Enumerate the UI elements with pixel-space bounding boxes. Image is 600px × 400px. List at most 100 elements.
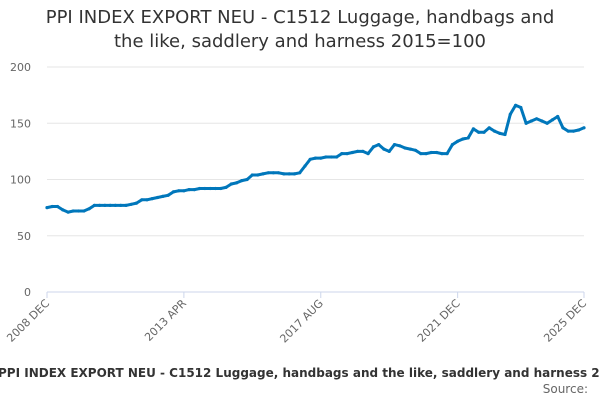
data-point[interactable] bbox=[319, 156, 323, 160]
data-point[interactable] bbox=[150, 197, 154, 201]
data-point[interactable] bbox=[208, 186, 212, 191]
data-point[interactable] bbox=[466, 136, 470, 140]
data-point[interactable] bbox=[129, 202, 133, 206]
data-point[interactable] bbox=[487, 126, 491, 130]
data-point[interactable] bbox=[492, 129, 497, 133]
data-point[interactable] bbox=[66, 210, 70, 214]
data-point[interactable] bbox=[82, 209, 86, 213]
data-point[interactable] bbox=[77, 209, 81, 213]
data-point[interactable] bbox=[514, 103, 518, 107]
data-point[interactable] bbox=[45, 206, 49, 210]
data-point[interactable] bbox=[435, 150, 439, 155]
data-point[interactable] bbox=[292, 172, 296, 176]
data-point[interactable] bbox=[529, 119, 534, 123]
data-point[interactable] bbox=[234, 181, 239, 185]
data-point[interactable] bbox=[224, 185, 228, 189]
data-point[interactable] bbox=[350, 150, 354, 155]
data-point[interactable] bbox=[229, 182, 233, 186]
data-point[interactable] bbox=[345, 152, 349, 156]
data-point[interactable] bbox=[403, 146, 407, 150]
data-point[interactable] bbox=[50, 204, 54, 209]
data-point[interactable] bbox=[119, 203, 123, 207]
data-point[interactable] bbox=[498, 131, 502, 135]
data-point[interactable] bbox=[287, 172, 291, 176]
data-point[interactable] bbox=[266, 171, 270, 175]
data-point[interactable] bbox=[356, 149, 360, 153]
data-point[interactable] bbox=[61, 208, 65, 212]
legend[interactable]: PPI INDEX EXPORT NEU - C1512 Luggage, ha… bbox=[0, 366, 600, 380]
data-point[interactable] bbox=[335, 155, 339, 159]
data-point[interactable] bbox=[198, 186, 202, 191]
data-point[interactable] bbox=[98, 203, 102, 207]
data-point[interactable] bbox=[303, 164, 307, 168]
data-point[interactable] bbox=[424, 152, 428, 156]
data-point[interactable] bbox=[87, 207, 91, 211]
data-point[interactable] bbox=[524, 121, 528, 125]
data-point[interactable] bbox=[324, 155, 328, 159]
data-point[interactable] bbox=[387, 149, 391, 153]
data-point[interactable] bbox=[377, 143, 381, 147]
data-point[interactable] bbox=[250, 173, 254, 177]
data-point[interactable] bbox=[408, 147, 412, 151]
data-point[interactable] bbox=[187, 188, 191, 192]
data-point[interactable] bbox=[92, 203, 96, 207]
data-point[interactable] bbox=[440, 152, 444, 156]
data-point[interactable] bbox=[519, 105, 523, 110]
data-point[interactable] bbox=[261, 172, 265, 176]
data-point[interactable] bbox=[134, 201, 139, 205]
data-point[interactable] bbox=[398, 144, 402, 148]
data-point[interactable] bbox=[361, 149, 365, 153]
data-point[interactable] bbox=[371, 145, 375, 149]
data-point[interactable] bbox=[166, 193, 170, 197]
data-point[interactable] bbox=[240, 179, 244, 183]
data-point[interactable] bbox=[103, 203, 107, 207]
data-point[interactable] bbox=[71, 209, 75, 213]
data-point[interactable] bbox=[429, 150, 433, 155]
data-point[interactable] bbox=[461, 137, 465, 141]
data-point[interactable] bbox=[108, 203, 112, 207]
data-point[interactable] bbox=[203, 186, 207, 191]
data-point[interactable] bbox=[256, 173, 260, 177]
legend-item-label[interactable]: PPI INDEX EXPORT NEU - C1512 Luggage, ha… bbox=[0, 366, 600, 380]
data-point[interactable] bbox=[329, 155, 333, 159]
data-point[interactable] bbox=[177, 189, 181, 193]
data-point[interactable] bbox=[419, 152, 423, 156]
data-point[interactable] bbox=[556, 114, 560, 119]
data-point[interactable] bbox=[308, 157, 312, 161]
data-point[interactable] bbox=[282, 172, 286, 176]
data-point[interactable] bbox=[277, 171, 281, 175]
data-point[interactable] bbox=[113, 203, 117, 207]
data-point[interactable] bbox=[171, 190, 175, 194]
data-point[interactable] bbox=[477, 130, 481, 134]
data-point[interactable] bbox=[161, 194, 165, 198]
data-point[interactable] bbox=[561, 126, 565, 130]
data-point[interactable] bbox=[298, 171, 302, 175]
data-point[interactable] bbox=[456, 139, 460, 143]
data-point[interactable] bbox=[182, 189, 186, 193]
data-point[interactable] bbox=[445, 152, 449, 156]
data-point[interactable] bbox=[471, 127, 475, 131]
data-point[interactable] bbox=[156, 195, 160, 200]
data-point[interactable] bbox=[582, 126, 586, 130]
data-point[interactable] bbox=[245, 177, 249, 182]
data-point[interactable] bbox=[55, 204, 60, 209]
data-point[interactable] bbox=[219, 186, 223, 191]
data-point[interactable] bbox=[545, 121, 549, 125]
data-point[interactable] bbox=[503, 132, 507, 137]
data-point[interactable] bbox=[413, 148, 418, 152]
data-point[interactable] bbox=[313, 156, 318, 160]
data-point[interactable] bbox=[482, 130, 486, 134]
data-point[interactable] bbox=[271, 171, 275, 175]
data-point[interactable] bbox=[140, 198, 144, 202]
data-point[interactable] bbox=[535, 117, 539, 121]
data-point[interactable] bbox=[145, 198, 149, 202]
data-point[interactable] bbox=[566, 129, 570, 133]
data-point[interactable] bbox=[213, 186, 218, 191]
data-point[interactable] bbox=[540, 119, 544, 123]
data-point[interactable] bbox=[571, 129, 576, 133]
data-point[interactable] bbox=[550, 118, 555, 122]
data-point[interactable] bbox=[124, 203, 128, 207]
data-point[interactable] bbox=[382, 147, 386, 151]
data-point[interactable] bbox=[508, 112, 512, 116]
data-point[interactable] bbox=[450, 143, 454, 147]
